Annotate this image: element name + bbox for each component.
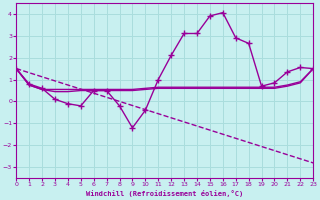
X-axis label: Windchill (Refroidissement éolien,°C): Windchill (Refroidissement éolien,°C) bbox=[86, 190, 243, 197]
